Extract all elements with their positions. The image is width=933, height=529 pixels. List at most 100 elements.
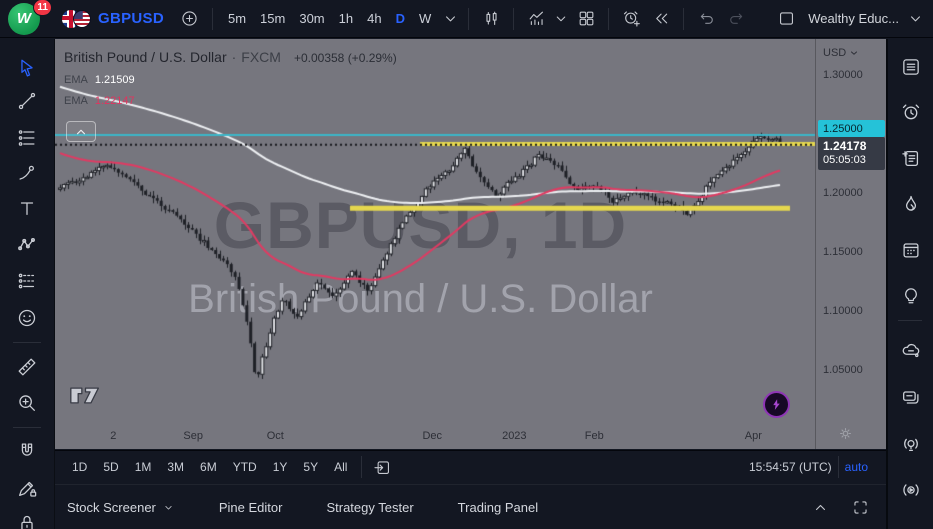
time-tick: Feb [584, 430, 604, 442]
bar-replay-button[interactable] [647, 5, 675, 33]
right-sidebar [888, 39, 933, 529]
go-to-date-button[interactable] [368, 453, 396, 481]
panel-fullscreen-button[interactable] [846, 493, 874, 521]
toolbar-divider [13, 342, 41, 343]
range-1y[interactable]: 1Y [272, 460, 288, 474]
toolbar-separator [211, 7, 213, 30]
axis-currency-dropdown[interactable]: USD [823, 47, 859, 59]
quick-action-lightning-button[interactable] [763, 391, 790, 418]
forecast-icon [16, 270, 38, 292]
toolbar-separator [608, 7, 610, 30]
indicator-value: 1.22147 [94, 95, 135, 107]
zoom-in-icon [16, 392, 38, 414]
panel-controls [806, 493, 874, 521]
watchlist-icon [900, 56, 922, 78]
indicator-row[interactable]: EMA 1.21509 [64, 74, 397, 86]
sidebar-live-button[interactable] [898, 477, 923, 502]
range-all[interactable]: All [334, 460, 348, 474]
price-axis[interactable]: USD 1.30000 1.20000 1.15000 1.10000 1.05000 … [815, 39, 886, 449]
tradingview-logo-icon[interactable] [69, 385, 102, 406]
ruler-tool[interactable] [14, 354, 40, 380]
indicators-button[interactable] [522, 5, 550, 33]
indicator-row[interactable]: EMA 1.22147 [64, 95, 397, 107]
price-tick: 1.20000 [823, 187, 863, 200]
timeframe-15m[interactable]: 15m [260, 11, 286, 26]
time-axis[interactable]: 2 Sep Oct Dec 2023 Feb Apr [55, 423, 815, 449]
time-axis-settings-gear-icon[interactable] [837, 425, 854, 442]
clock[interactable]: 15:54:57 (UTC) [748, 460, 832, 474]
cursor-tool[interactable] [14, 55, 40, 81]
tab-strategy-tester[interactable]: Strategy Tester [326, 500, 413, 515]
sidebar-alerts-button[interactable] [898, 99, 923, 124]
range-5y[interactable]: 5Y [303, 460, 319, 474]
range-6m[interactable]: 6M [200, 460, 217, 474]
timeframe-w[interactable]: W [418, 11, 432, 26]
lock-tool[interactable] [14, 508, 40, 529]
tab-trading-panel[interactable]: Trading Panel [458, 500, 538, 515]
app-logo[interactable]: W 11 [8, 0, 52, 36]
compare-add-button[interactable] [176, 5, 204, 33]
panel-expand-chevron-up-button[interactable] [806, 493, 834, 521]
time-tick: Sep [183, 430, 203, 442]
sidebar-notes-button[interactable] [898, 145, 923, 170]
timeframe-4h[interactable]: 4h [367, 11, 382, 26]
range-3m[interactable]: 3M [167, 460, 185, 474]
level-price-label: 1.25000 [818, 120, 885, 137]
sidebar-hotlists-button[interactable] [898, 191, 923, 216]
toolbar-separator [513, 7, 515, 30]
save-layout-button[interactable] [772, 5, 800, 33]
hotlists-icon [900, 193, 922, 215]
timeframe-chevron-down-icon[interactable] [440, 5, 460, 33]
layout-name[interactable]: Wealthy Educ... [808, 11, 899, 26]
calendar-icon [900, 239, 922, 261]
sidebar-more-button[interactable] [898, 515, 923, 529]
timeframe-d[interactable]: D [395, 11, 405, 26]
undo-button[interactable] [692, 5, 720, 33]
xabcd-pattern-tool[interactable] [14, 232, 40, 258]
layout-chevron-down-icon[interactable] [905, 5, 925, 33]
timeframe-list: 5m 15m 30m 1h 4h D W [221, 7, 438, 30]
timeframe-1h[interactable]: 1h [338, 11, 354, 26]
brush-tool[interactable] [14, 161, 40, 187]
fib-lines-tool[interactable] [14, 125, 40, 151]
legend-collapse-button[interactable] [66, 121, 96, 142]
chart-style-button[interactable] [477, 5, 505, 33]
forecast-tool[interactable] [14, 268, 40, 294]
range-ytd[interactable]: YTD [232, 460, 257, 474]
trend-line-tool[interactable] [14, 88, 40, 114]
chart-canvas[interactable] [55, 39, 886, 449]
trend-line-icon [16, 90, 38, 112]
sidebar-divider[interactable] [886, 39, 888, 529]
timeframe-5m[interactable]: 5m [227, 11, 247, 26]
indicators-chevron-down-icon[interactable] [552, 5, 570, 33]
range-1m[interactable]: 1M [134, 460, 152, 474]
range-5d[interactable]: 5D [103, 460, 119, 474]
sidebar-watchlist-button[interactable] [898, 54, 923, 79]
price-tick: 1.10000 [823, 305, 863, 318]
zoom-in-tool[interactable] [14, 390, 40, 416]
symbol-search-button[interactable]: GBPUSD [98, 10, 164, 27]
emoji-tool[interactable] [14, 305, 40, 331]
tab-pine-editor[interactable]: Pine Editor [219, 500, 283, 515]
chart-title[interactable]: British Pound / U.S. Dollar [64, 49, 227, 65]
redo-button[interactable] [722, 5, 750, 33]
range-1d[interactable]: 1D [72, 460, 88, 474]
indicator-value: 1.21509 [94, 74, 135, 86]
chat-icon [900, 387, 922, 409]
sidebar-chat-button[interactable] [898, 385, 923, 410]
sidebar-ideas-button[interactable] [898, 282, 923, 307]
text-tool[interactable] [14, 195, 40, 221]
auto-scale-toggle[interactable]: auto [844, 460, 868, 474]
sidebar-minds-button[interactable] [898, 338, 923, 363]
sidebar-streams-button[interactable] [898, 431, 923, 456]
text-icon [16, 197, 38, 219]
sidebar-calendar-button[interactable] [898, 237, 923, 262]
timeframe-30m[interactable]: 30m [299, 11, 325, 26]
tab-stock-screener[interactable]: Stock Screener [67, 500, 175, 515]
layout-grid-button[interactable] [572, 5, 600, 33]
symbol-flags-icon [62, 9, 92, 29]
magnet-tool[interactable] [14, 438, 40, 464]
create-alert-button[interactable] [617, 5, 645, 33]
exchange-separator: · [231, 49, 237, 65]
edit-lock-tool[interactable] [14, 475, 40, 501]
